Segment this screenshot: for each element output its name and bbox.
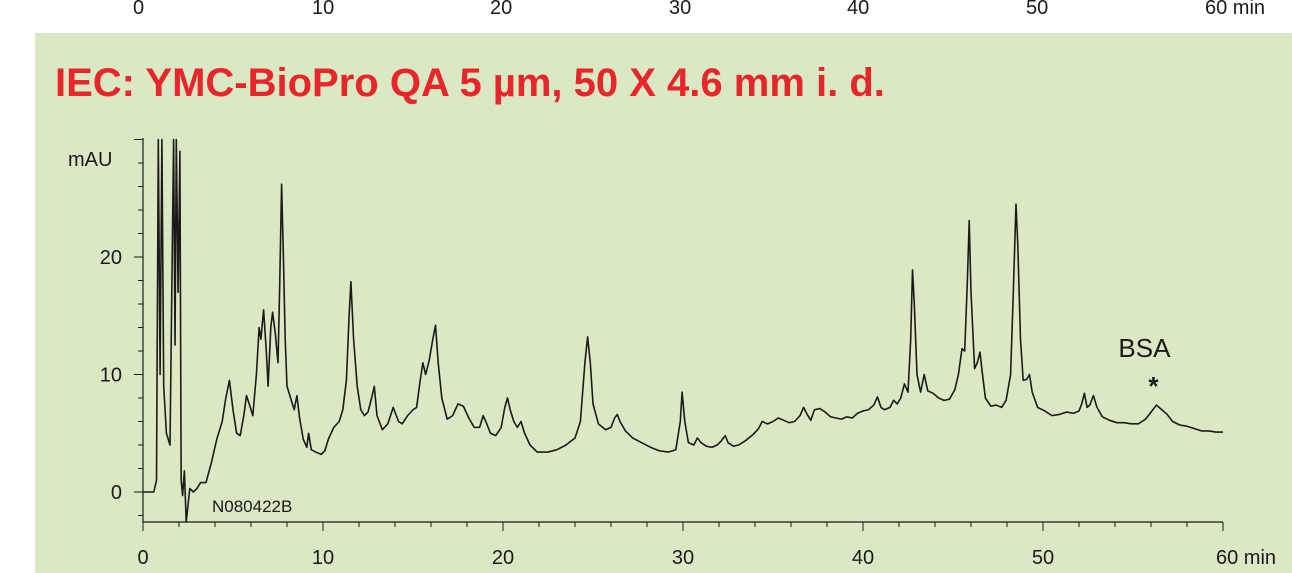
sample-code: N080422B <box>212 497 292 516</box>
x-tick-label: 50 <box>1032 547 1054 569</box>
top-strip-tick-label: 50 <box>1026 0 1048 19</box>
x-tick-label: 20 <box>492 547 514 569</box>
top-strip-axis: 0 10 20 30 40 50 60 min <box>133 0 1265 19</box>
x-tick-label: 30 <box>672 547 694 569</box>
y-tick-label: 20 <box>100 247 122 269</box>
top-strip-tick-label: 40 <box>847 0 869 19</box>
chart-title: IEC: YMC-BioPro QA 5 µm, 50 X 4.6 mm i. … <box>55 61 885 105</box>
trace-layer <box>143 138 1223 523</box>
top-strip-tick-label: 20 <box>490 0 512 19</box>
chromatogram-trace <box>143 138 1223 523</box>
y-tick-label: 0 <box>111 482 122 504</box>
x-tick-label: 10 <box>312 547 334 569</box>
chart-panel-background <box>35 33 1292 573</box>
y-axis-label: mAU <box>68 149 112 171</box>
bsa-annotation-label: BSA <box>1118 333 1171 363</box>
y-tick-label: 10 <box>100 365 122 387</box>
x-tick-label: 60 min <box>1216 547 1276 569</box>
x-tick-label: 0 <box>137 547 148 569</box>
bsa-peak-marker: * <box>1148 371 1159 401</box>
x-tick-label: 40 <box>852 547 874 569</box>
axes: 0 10 20 30 40 50 60 min 0 10 20 <box>100 138 1276 569</box>
top-strip-tick-label: 30 <box>669 0 691 19</box>
top-strip-tick-label: 0 <box>133 0 144 19</box>
top-strip-tick-label: 10 <box>312 0 334 19</box>
top-strip-tick-label: 60 min <box>1205 0 1265 19</box>
